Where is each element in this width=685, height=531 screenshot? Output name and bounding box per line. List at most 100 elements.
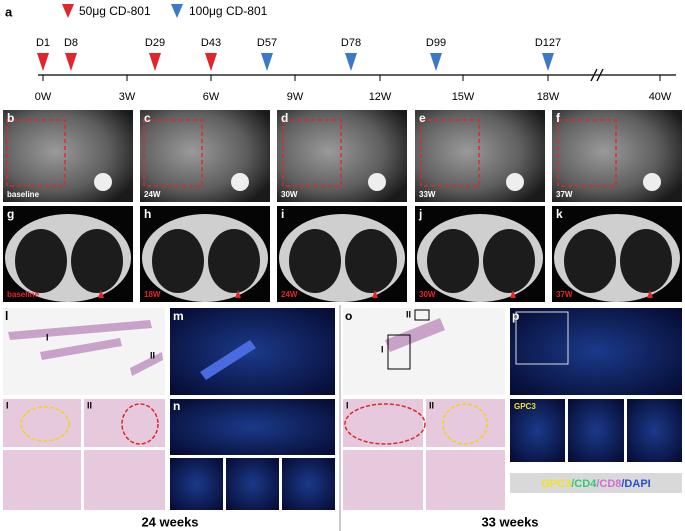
dose-label: D99: [426, 37, 446, 49]
timepoint-caption: 33 weeks: [481, 514, 538, 529]
panel-letter: o: [345, 309, 352, 323]
dose-label: D57: [257, 37, 277, 49]
panel-letter: b: [7, 111, 14, 125]
legend-label: 100μg CD-801: [189, 4, 268, 18]
timepoint-label: baseline: [7, 190, 40, 199]
he-image: [426, 399, 505, 447]
tissue-strip: [385, 318, 445, 352]
fluorescence-image: [226, 458, 279, 510]
legend-marker: [171, 4, 183, 18]
lesion-box: [557, 119, 617, 187]
arrow: [235, 290, 241, 298]
tick-label: 9W: [287, 91, 304, 103]
legend-label: 50μg CD-801: [79, 4, 151, 18]
dose-label: D43: [201, 37, 221, 49]
dose-label: D78: [341, 37, 361, 49]
fluorescence-image: [510, 308, 682, 395]
mri-image: [415, 110, 545, 202]
roman-label: II: [87, 400, 92, 410]
panel-letter: i: [281, 207, 284, 221]
mri-image: [277, 110, 407, 202]
stain-name: /CD8: [596, 478, 621, 490]
zoom-box: [414, 309, 430, 321]
mri-vessel: [643, 173, 661, 191]
stain-legend-bg: [510, 473, 682, 493]
fluorescence-image: [170, 308, 335, 395]
arrow: [98, 290, 104, 298]
panel-letter: f: [556, 111, 561, 125]
tissue-strip: [130, 352, 163, 376]
roman-label: I: [46, 332, 49, 342]
tick-label: 40W: [649, 91, 672, 103]
dose-marker: [542, 53, 554, 71]
ct-lung: [152, 229, 204, 293]
panel-letter: a: [5, 4, 13, 19]
panel-letter: e: [419, 111, 426, 125]
timepoint-label: 30W: [281, 190, 298, 199]
he-image: [343, 450, 423, 510]
region-outline: [121, 403, 159, 445]
ct-lung: [620, 229, 672, 293]
fluorescence-image: [282, 458, 335, 510]
slide-image: [343, 308, 505, 395]
panel-letter: m: [173, 309, 184, 323]
ct-lung: [427, 229, 479, 293]
ct-lung: [483, 229, 535, 293]
roman-label: II: [406, 309, 411, 319]
timepoint-label: 24W: [144, 190, 161, 199]
fluorescence-image: [568, 399, 624, 462]
fluorescence-image: [170, 458, 223, 510]
legend-marker: [62, 4, 74, 18]
region-outline: [442, 403, 488, 445]
mri-image: [140, 110, 270, 202]
lesion-box: [282, 119, 342, 187]
fluorescence-image: [627, 399, 682, 462]
mri-image: [3, 110, 133, 202]
stain-name: /DAPI: [621, 478, 650, 490]
tick-label: 6W: [203, 91, 220, 103]
arrow: [647, 290, 653, 298]
tick-label: 3W: [119, 91, 136, 103]
mri-vessel: [231, 173, 249, 191]
he-image: [343, 399, 423, 447]
region-outline: [20, 406, 70, 442]
arrow: [372, 290, 378, 298]
mri-vessel: [94, 173, 112, 191]
ct-lung: [15, 229, 67, 293]
panel-letter: h: [144, 207, 151, 221]
panel-letter: n: [173, 399, 180, 413]
stain-legend: GPC3/CD4/CD8/DAPI: [541, 478, 650, 490]
tick-label: 0W: [35, 91, 52, 103]
arrow: [510, 290, 516, 298]
mri-vessel: [368, 173, 386, 191]
panel-letter: c: [144, 111, 151, 125]
timepoint-caption: 24 weeks: [141, 514, 198, 529]
mri-vessel: [506, 173, 524, 191]
panel-letter: l: [5, 309, 8, 323]
axis-break: [590, 68, 598, 82]
dose-marker: [345, 53, 357, 71]
fluorescence-image: [510, 399, 565, 462]
tissue-strip: [8, 320, 152, 340]
lesion-box: [143, 119, 203, 187]
dose-marker: [430, 53, 442, 71]
dose-marker: [65, 53, 77, 71]
lesion-box: [420, 119, 480, 187]
ct-lung: [345, 229, 397, 293]
dose-label: D1: [36, 37, 50, 49]
panel-letter: k: [556, 207, 563, 221]
stain-name: /CD4: [571, 478, 597, 490]
panel-letter: j: [418, 207, 422, 221]
he-image: [3, 450, 81, 510]
roman-label: II: [429, 400, 434, 410]
tick-label: 12W: [369, 91, 392, 103]
timepoint-label: 24W: [281, 290, 298, 299]
tissue-strip: [40, 338, 122, 360]
roman-label: II: [150, 350, 155, 360]
ct-lung: [564, 229, 616, 293]
he-image: [84, 450, 165, 510]
ct-lung: [208, 229, 260, 293]
dose-marker: [149, 53, 161, 71]
dose-label: D29: [145, 37, 165, 49]
he-image: [84, 399, 165, 447]
